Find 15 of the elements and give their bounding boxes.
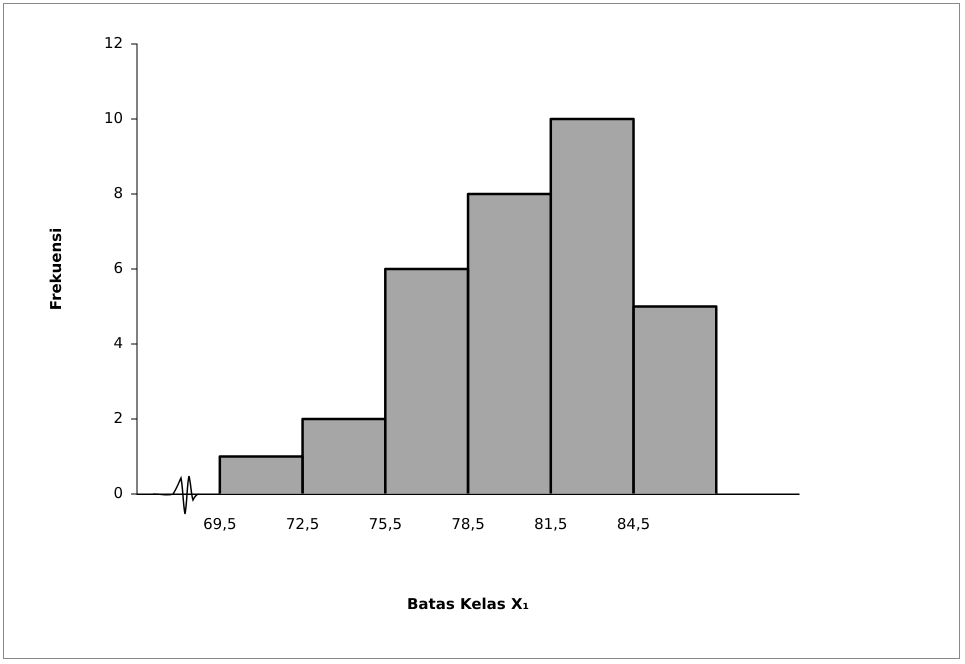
y-tick-label: 0 — [114, 484, 124, 502]
x-tick-label: 69,5 — [203, 514, 237, 533]
x-tick-label: 75,5 — [368, 514, 402, 533]
y-axis-title: Frekuensi — [46, 228, 65, 310]
x-tick-label: 72,5 — [286, 514, 320, 533]
y-tick-label: 6 — [114, 258, 124, 277]
y-tick-label: 10 — [104, 108, 124, 127]
x-tick-label: 81,5 — [534, 514, 568, 533]
x-tick-label: 84,5 — [616, 514, 650, 533]
y-tick-label: 2 — [114, 408, 124, 427]
y-tick-label: 8 — [114, 184, 124, 202]
y-tick-label: 4 — [114, 334, 124, 352]
x-tick-label: 78,5 — [451, 514, 485, 533]
x-axis-title: Batas Kelas X₁ — [406, 594, 530, 613]
y-tick-label: 12 — [104, 34, 124, 52]
